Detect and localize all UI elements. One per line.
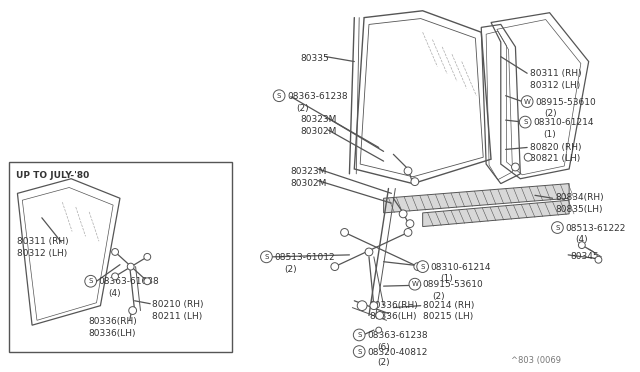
Circle shape <box>414 263 422 270</box>
Text: (2): (2) <box>433 292 445 301</box>
Text: S: S <box>556 225 559 231</box>
Text: 80336(RH): 80336(RH) <box>89 317 138 326</box>
Text: S: S <box>357 332 362 338</box>
Circle shape <box>522 96 533 108</box>
Text: UP TO JULY-'80: UP TO JULY-'80 <box>17 171 90 180</box>
Text: 80214 (RH): 80214 (RH) <box>422 301 474 310</box>
Circle shape <box>340 228 348 236</box>
Text: 80215 (LH): 80215 (LH) <box>422 312 473 321</box>
Circle shape <box>511 163 519 171</box>
Circle shape <box>144 278 150 285</box>
Text: 08363-61238: 08363-61238 <box>287 92 348 101</box>
Polygon shape <box>383 184 569 213</box>
Circle shape <box>331 263 339 270</box>
Circle shape <box>260 251 272 263</box>
Text: 80335: 80335 <box>301 54 330 63</box>
Text: (2): (2) <box>297 103 309 113</box>
Text: 80323M: 80323M <box>301 115 337 124</box>
Circle shape <box>365 248 373 256</box>
Text: 80302M: 80302M <box>301 127 337 136</box>
Circle shape <box>111 273 118 280</box>
Text: 80835(LH): 80835(LH) <box>556 205 603 214</box>
Circle shape <box>404 167 412 175</box>
Text: 80210 (RH): 80210 (RH) <box>152 300 204 309</box>
Text: 08363-61638: 08363-61638 <box>99 278 159 286</box>
Text: 08363-61238: 08363-61238 <box>367 331 428 340</box>
Text: (4): (4) <box>575 235 588 244</box>
Circle shape <box>595 256 602 263</box>
Text: S: S <box>264 254 269 260</box>
Circle shape <box>579 242 585 248</box>
Circle shape <box>409 278 420 290</box>
Circle shape <box>129 307 136 314</box>
Text: 08915-53610: 08915-53610 <box>422 280 483 289</box>
Text: 80821 (LH): 80821 (LH) <box>530 154 580 163</box>
Circle shape <box>357 301 367 311</box>
Text: 08310-61214: 08310-61214 <box>533 118 593 127</box>
Circle shape <box>353 346 365 357</box>
Text: S: S <box>523 119 527 125</box>
Circle shape <box>519 116 531 128</box>
Circle shape <box>411 178 419 186</box>
Text: S: S <box>88 278 93 284</box>
Text: 08915-53610: 08915-53610 <box>535 98 596 107</box>
Circle shape <box>417 261 429 272</box>
Text: (6): (6) <box>377 343 390 352</box>
Circle shape <box>85 275 97 287</box>
Text: 80312 (LH): 80312 (LH) <box>17 249 68 258</box>
Circle shape <box>524 153 532 161</box>
Text: 80211 (LH): 80211 (LH) <box>152 311 202 321</box>
FancyBboxPatch shape <box>8 162 232 352</box>
Circle shape <box>376 311 383 319</box>
Text: (2): (2) <box>545 109 557 118</box>
Text: W: W <box>412 281 419 287</box>
Polygon shape <box>422 200 569 227</box>
Text: 80311 (RH): 80311 (RH) <box>17 237 69 246</box>
Text: 08513-61012: 08513-61012 <box>275 253 335 262</box>
Circle shape <box>370 302 378 310</box>
Circle shape <box>127 263 134 270</box>
Text: (1): (1) <box>543 130 556 139</box>
Circle shape <box>399 210 407 218</box>
Text: 80323M: 80323M <box>291 167 327 176</box>
Circle shape <box>404 228 412 236</box>
Circle shape <box>406 220 414 228</box>
Text: 08513-61222: 08513-61222 <box>565 224 626 232</box>
Text: 08320-40812: 08320-40812 <box>367 348 428 357</box>
Text: (2): (2) <box>284 264 296 274</box>
Circle shape <box>552 222 563 233</box>
Circle shape <box>376 327 381 333</box>
Text: 08310-61214: 08310-61214 <box>431 263 491 272</box>
Text: (2): (2) <box>377 358 389 368</box>
Text: 80336(RH): 80336(RH) <box>369 301 418 310</box>
Text: S: S <box>357 349 362 355</box>
Text: W: W <box>524 99 531 105</box>
Text: 80336(LH): 80336(LH) <box>89 329 136 338</box>
Text: 80312 (LH): 80312 (LH) <box>530 81 580 90</box>
Circle shape <box>111 248 118 255</box>
Circle shape <box>144 253 150 260</box>
Circle shape <box>353 329 365 341</box>
Text: S: S <box>277 93 282 99</box>
Text: 80820 (RH): 80820 (RH) <box>530 142 582 152</box>
Text: (1): (1) <box>440 275 453 283</box>
Text: 80302M: 80302M <box>291 179 327 188</box>
Text: 80311 (RH): 80311 (RH) <box>530 69 582 78</box>
Text: 80345: 80345 <box>570 252 599 261</box>
Text: (4): (4) <box>108 289 121 298</box>
Text: 80834(RH): 80834(RH) <box>556 193 604 202</box>
Text: ^803 (0069: ^803 (0069 <box>511 356 561 365</box>
Circle shape <box>273 90 285 102</box>
Text: S: S <box>420 264 425 270</box>
Text: 80336(LH): 80336(LH) <box>369 312 417 321</box>
